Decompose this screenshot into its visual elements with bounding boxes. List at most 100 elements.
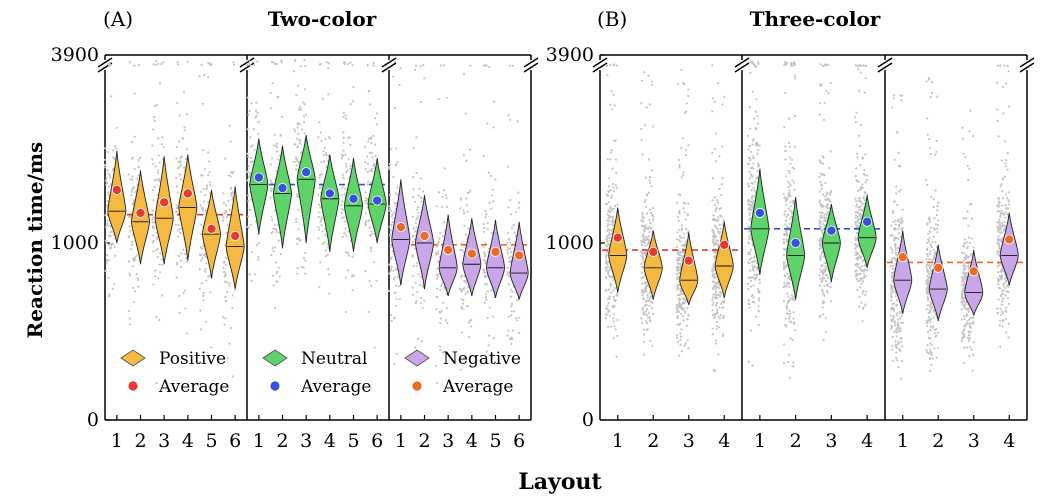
layout-5-violin	[486, 219, 505, 298]
layout-3-violin	[438, 214, 458, 297]
legend-swatch-positive	[120, 349, 146, 367]
x-tick-label-3: 3	[442, 430, 454, 452]
x-tick-label-4: 4	[1003, 430, 1015, 452]
layout-1-violin	[608, 207, 628, 293]
break-gap-3	[525, 60, 537, 70]
group-negative	[387, 60, 529, 384]
legend-average-dot	[412, 381, 422, 391]
x-tick-label-2: 2	[790, 430, 802, 452]
x-tick-label-4: 4	[466, 430, 478, 452]
layout-3-raw-points	[818, 63, 833, 341]
layout-3-average-dot	[301, 167, 312, 178]
group-neutral	[245, 58, 387, 349]
break-gap-2	[383, 60, 395, 70]
layout-5-average-dot	[206, 223, 217, 234]
group-positive	[103, 60, 245, 385]
layout-1-violin	[893, 230, 913, 314]
layout-2-average-dot	[933, 262, 944, 273]
layout-3-average-dot	[826, 225, 837, 236]
x-tick-label-6: 6	[371, 430, 383, 452]
axis-break-mark-3-2	[523, 57, 539, 68]
group-positive	[602, 63, 740, 373]
x-tick-label-4: 4	[324, 430, 336, 452]
x-tick-label-3: 3	[968, 430, 980, 452]
legend-average-dot	[128, 381, 138, 391]
x-tick-label-1: 1	[612, 430, 624, 452]
panel-title: Three-color	[750, 7, 881, 31]
layout-1-average-dot	[754, 207, 765, 218]
layout-3-raw-points	[675, 68, 690, 357]
x-tick-label-2: 2	[647, 430, 659, 452]
x-tick-label-1: 1	[111, 430, 123, 452]
layout-4-average-dot	[862, 216, 873, 227]
layout-4-average-dot	[182, 188, 193, 199]
group-neutral	[744, 60, 883, 379]
x-tick-label-3: 3	[683, 430, 695, 452]
x-tick-label-2: 2	[276, 430, 288, 452]
layout-4-violin	[320, 154, 340, 252]
layout-2-raw-points	[925, 76, 940, 372]
layout-2-violin	[928, 244, 948, 321]
layout-1-average-dot	[111, 184, 122, 195]
legend-average-dot	[270, 381, 280, 391]
x-axis-label: Layout	[518, 469, 602, 495]
x-tick-label-5: 5	[347, 430, 359, 452]
layout-4-raw-points	[854, 64, 869, 323]
layout-1-average-dot	[253, 172, 264, 183]
x-tick-label-5: 5	[489, 430, 501, 452]
layout-3-average-dot	[443, 245, 454, 256]
y-tick-label-1: 1000	[546, 232, 594, 254]
layout-1-violin	[391, 179, 411, 286]
x-tick-label-6: 6	[513, 430, 525, 452]
layout-3-average-dot	[968, 266, 979, 277]
layout-4-violin	[714, 221, 734, 298]
panel-label: (B)	[597, 7, 627, 31]
panel-three-color: 0 1000 3900(B) Three-color 1 2 3 4 1 2 3 4 1 2 3 4	[546, 7, 1035, 452]
layout-3-average-dot	[159, 197, 170, 208]
layout-1-violin	[249, 138, 269, 235]
legend-label-positive: Positive	[159, 349, 226, 369]
axis-break-mark-0-2	[592, 57, 608, 68]
axis-break-mark-0-1	[592, 62, 608, 73]
legend-label-average: Average	[442, 377, 513, 397]
layout-6-raw-points	[506, 64, 521, 346]
legend-label-average: Average	[300, 377, 371, 397]
layout-2-average-dot	[648, 246, 659, 257]
break-gap-0	[594, 60, 606, 70]
layout-6-average-dot	[514, 250, 525, 261]
layout-4-average-dot	[466, 248, 477, 259]
layout-5-violin	[344, 157, 363, 252]
y-tick-label-0: 0	[582, 409, 594, 431]
legend-label-negative: Negative	[443, 349, 521, 369]
layout-4-raw-points	[458, 64, 473, 371]
axis-break-mark-3-2	[1019, 57, 1035, 68]
layout-2-violin	[415, 195, 434, 290]
break-gap-2	[879, 60, 891, 70]
legend-neutral: Neutral Average	[262, 349, 371, 397]
y-tick-label-2: 3900	[51, 44, 99, 66]
axis-break-mark-2-2	[877, 57, 893, 68]
axis-break-mark-1-1	[734, 62, 750, 73]
layout-3-average-dot	[683, 255, 694, 266]
layout-4-raw-points	[711, 64, 726, 373]
layout-2-average-dot	[790, 237, 801, 248]
layout-3-violin	[154, 156, 174, 265]
axis-break-mark-3-1	[523, 62, 539, 73]
layout-4-average-dot	[324, 188, 335, 199]
layout-2-average-dot	[135, 207, 146, 218]
x-tick-label-5: 5	[205, 430, 217, 452]
layout-1-violin	[107, 150, 127, 244]
x-tick-label-1: 1	[897, 430, 909, 452]
layout-1-average-dot	[897, 252, 908, 263]
break-gap-0	[99, 60, 111, 70]
group-negative	[887, 64, 1025, 381]
layout-3-violin	[964, 250, 984, 316]
legend-positive: Positive Average	[120, 349, 229, 397]
layout-2-raw-points	[640, 70, 655, 356]
layout-3-raw-points	[960, 109, 975, 372]
x-tick-label-1: 1	[253, 430, 265, 452]
layout-5-average-dot	[348, 193, 359, 204]
break-gap-3	[1021, 60, 1033, 70]
